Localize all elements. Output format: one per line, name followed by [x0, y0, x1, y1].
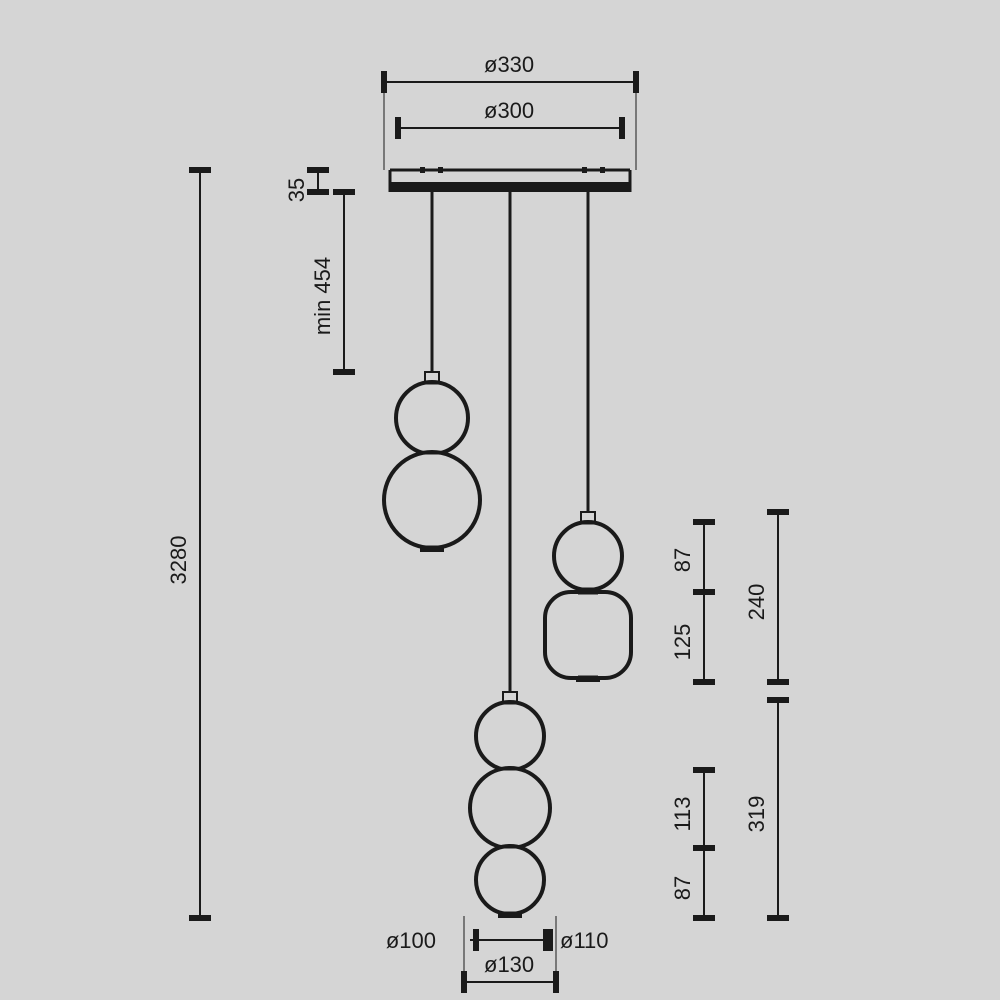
- dim-113-label: 113: [670, 796, 695, 831]
- pendant-center-endcap: [498, 912, 522, 918]
- pendant-left-sphere-1: [384, 452, 480, 548]
- dim-d130-label: ø130: [484, 952, 534, 977]
- pendant-right-sphere-0: [554, 522, 622, 590]
- dim-d100-label: ø100: [386, 928, 436, 953]
- dim-87a-label: 87: [670, 548, 695, 572]
- dim-240-label: 240: [744, 584, 769, 621]
- pendant-right-capsule-1: [545, 592, 631, 678]
- dim-3280-label: 3280: [166, 536, 191, 585]
- plate-base: [390, 182, 630, 192]
- pendant-right-endcap: [576, 676, 600, 682]
- dim-min454-label: min 454: [310, 257, 335, 335]
- dim-319-label: 319: [744, 796, 769, 833]
- technical-drawing: ø330 ø300 35 min 454 3280 87 125 240 113 87 319 ø10…: [0, 0, 1000, 1000]
- dim-87b-label: 87: [670, 876, 695, 900]
- pendant-center-sphere-0: [476, 702, 544, 770]
- dim-d330-label: ø330: [484, 52, 534, 77]
- dim-125-label: 125: [670, 624, 695, 661]
- pendant-center-sphere-1: [470, 768, 550, 848]
- pendant-left-sphere-0: [396, 382, 468, 454]
- dim-d300-label: ø300: [484, 98, 534, 123]
- dim-35-label: 35: [284, 178, 309, 202]
- pendant-left-endcap: [420, 546, 444, 552]
- pendant-center-sphere-2: [476, 846, 544, 914]
- dim-d110-label: ø110: [560, 928, 609, 953]
